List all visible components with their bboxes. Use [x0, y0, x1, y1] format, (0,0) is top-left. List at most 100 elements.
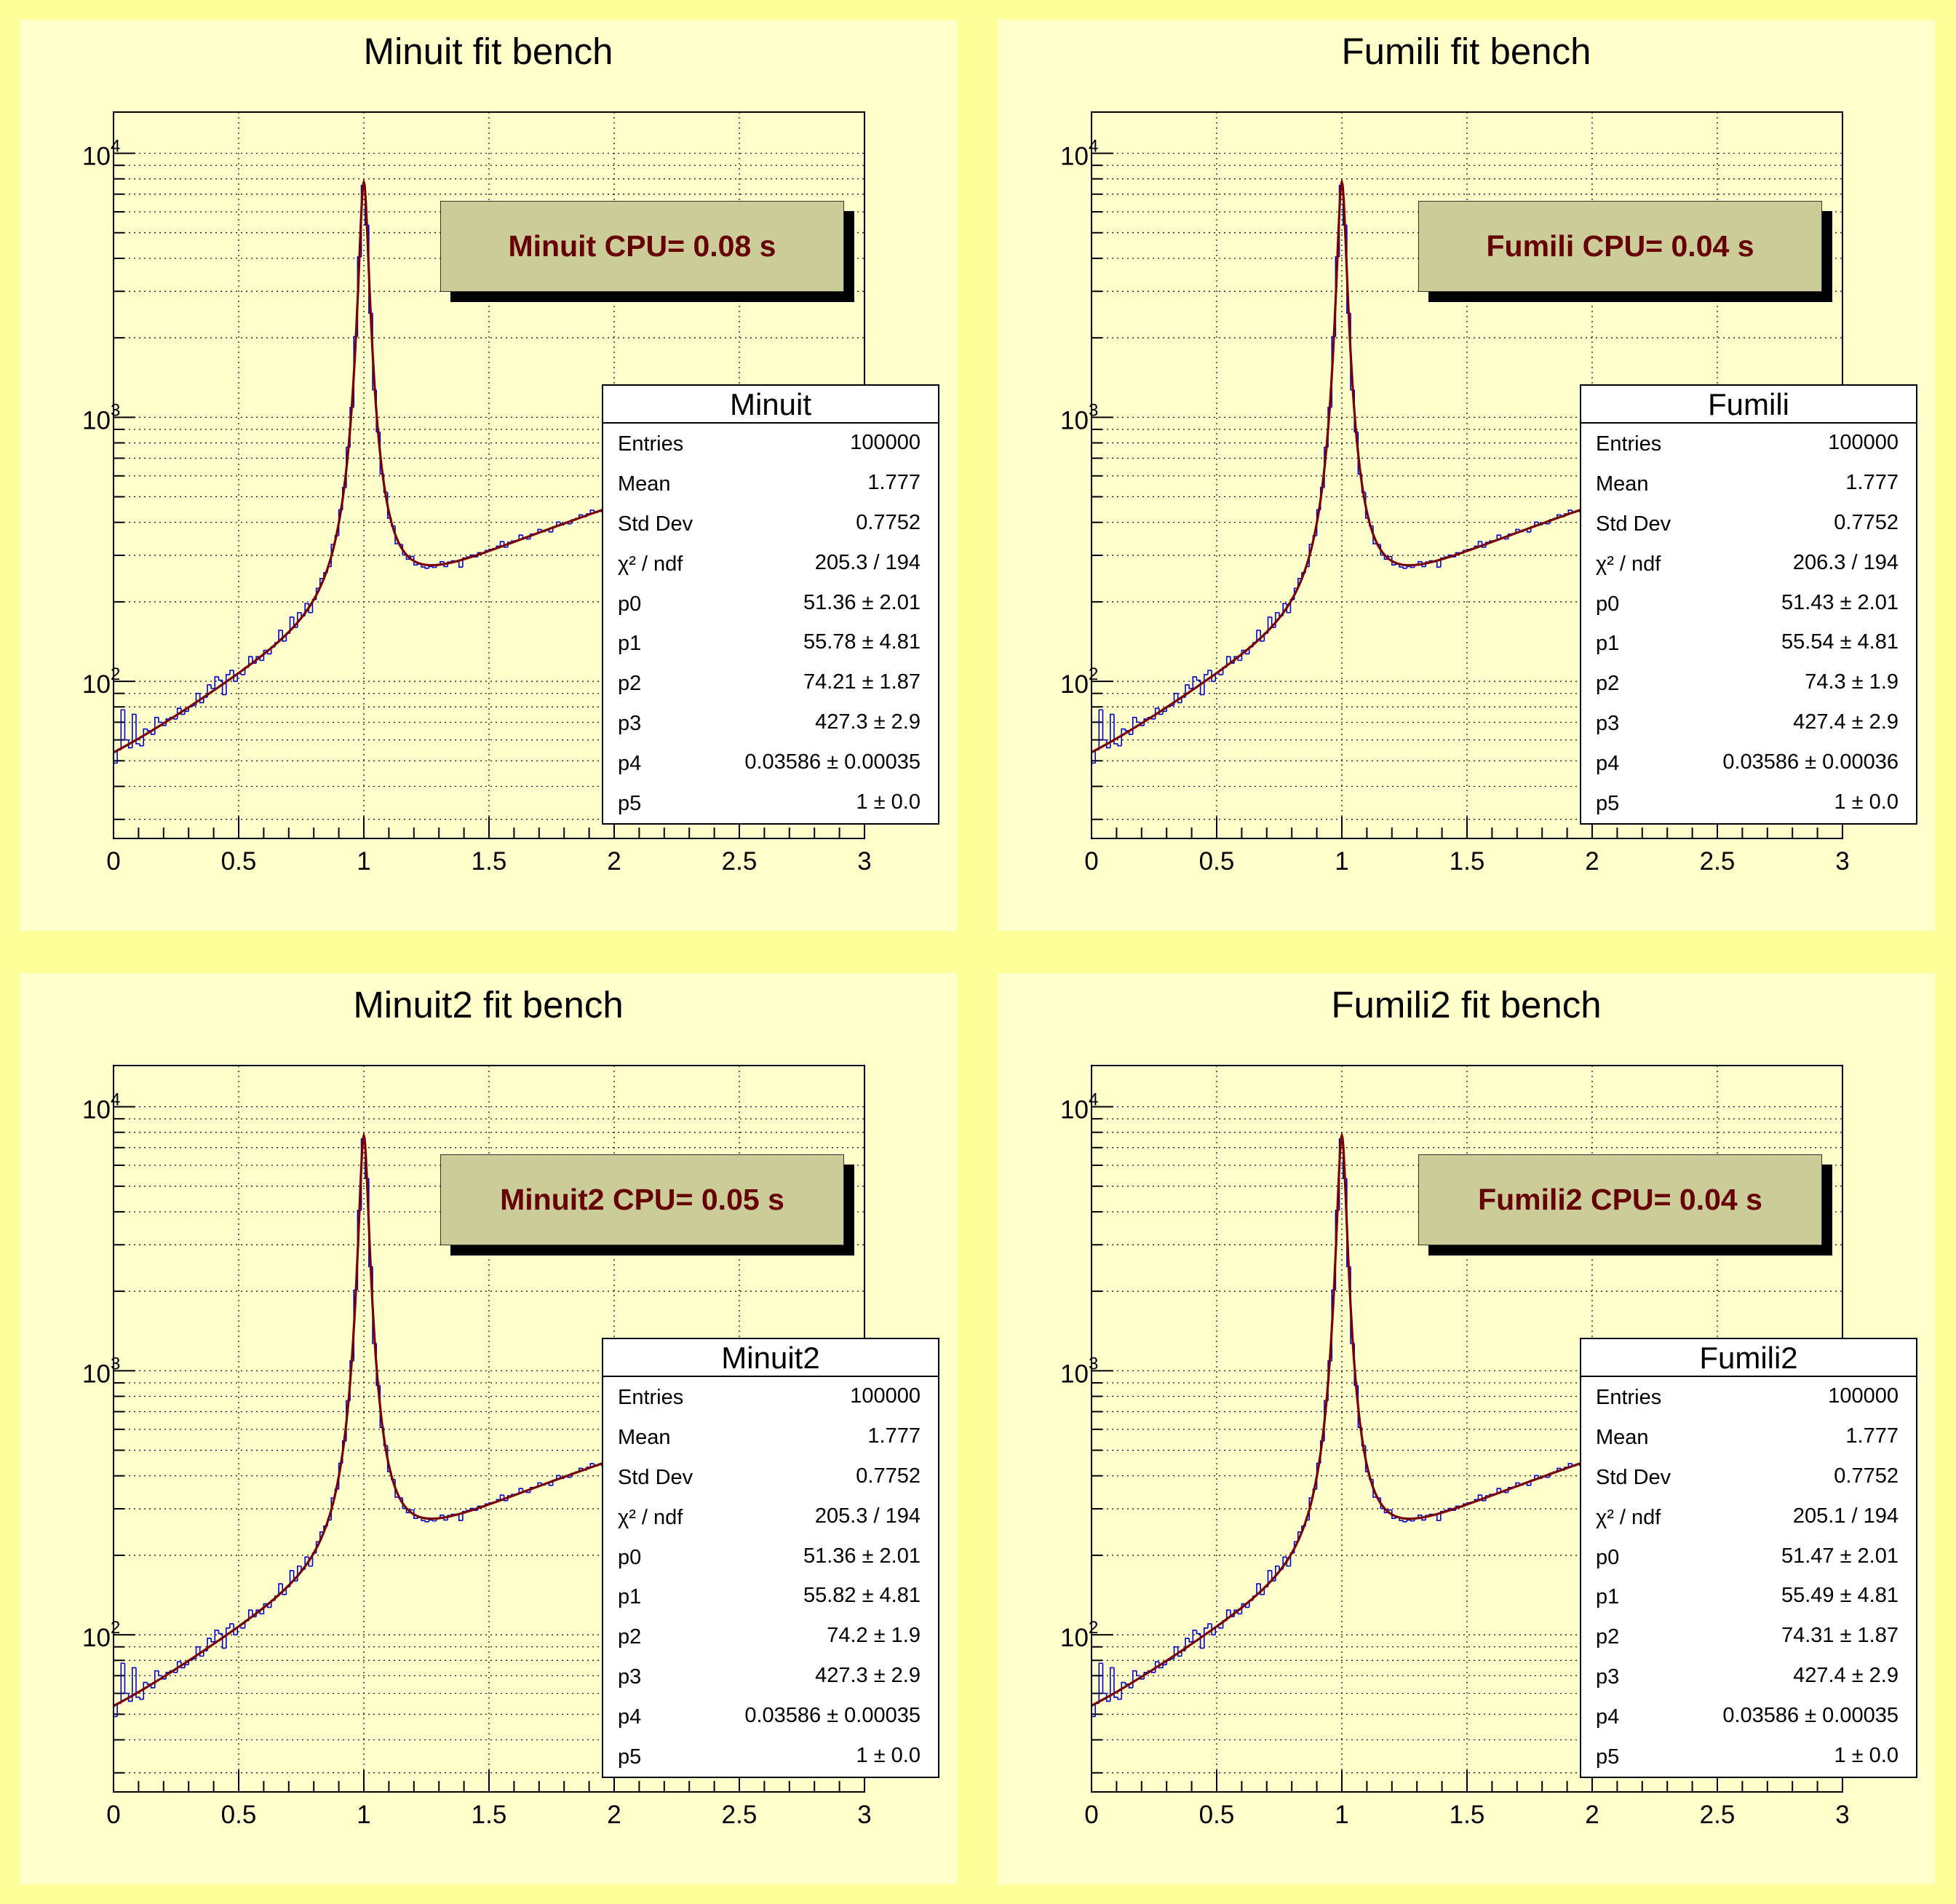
stats-label: p0 — [1596, 592, 1620, 616]
stats-row: p4 0.03586 ± 0.00036 — [1581, 743, 1916, 783]
stats-row: χ² / ndf 205.1 / 194 — [1581, 1497, 1916, 1537]
stats-row: χ² / ndf 205.3 / 194 — [603, 544, 938, 584]
stats-label: p3 — [618, 712, 642, 736]
stats-label: p5 — [1596, 792, 1620, 816]
stats-row: Entries 100000 — [603, 424, 938, 464]
histogram-bin — [1410, 566, 1415, 568]
stats-row: p2 74.3 ± 1.9 — [1581, 663, 1916, 703]
stats-label: p5 — [618, 792, 642, 816]
cpu-time-label: Fumili2 CPU= 0.04 s — [1478, 1183, 1762, 1216]
stats-label: p1 — [1596, 632, 1620, 656]
stats-label: p3 — [1596, 1665, 1620, 1689]
histogram-bin — [1196, 676, 1201, 681]
histogram-bin — [1477, 541, 1482, 547]
stats-title: Minuit — [603, 386, 938, 424]
x-tick-label: 3 — [1835, 1801, 1849, 1829]
histogram-bin — [180, 708, 186, 715]
stats-value: 206.3 / 194 — [1792, 550, 1899, 574]
stats-label: Std Dev — [618, 512, 693, 536]
cpu-time-label: Minuit CPU= 0.08 s — [508, 229, 776, 263]
y-tick-exponent: 3 — [1089, 400, 1098, 420]
histogram-bin — [1092, 1715, 1096, 1792]
stats-row: Std Dev 0.7752 — [603, 504, 938, 544]
histogram-bin — [1225, 656, 1231, 667]
cpu-time-label: Minuit2 CPU= 0.05 s — [500, 1183, 784, 1216]
stats-value: 55.78 ± 4.81 — [803, 630, 921, 654]
histogram-bin — [548, 530, 553, 533]
histogram-bin — [428, 1519, 433, 1522]
histogram-bin — [503, 1495, 508, 1502]
cpu-time-box: Minuit2 CPU= 0.05 s — [440, 1154, 844, 1245]
y-tick-label: 104 — [82, 137, 120, 171]
stats-row: Std Dev 0.7752 — [603, 1457, 938, 1497]
stats-row: p5 1 ± 0.0 — [1581, 783, 1916, 823]
histogram-bin — [1207, 670, 1212, 675]
stats-value: 0.03586 ± 0.00036 — [1722, 750, 1899, 774]
x-tick-label: 1.5 — [472, 1801, 507, 1829]
histogram-bin — [210, 684, 215, 689]
stats-value: 0.03586 ± 0.00035 — [744, 1704, 921, 1728]
stats-box: Minuit Entries 100000 Mean 1.777 Std Dev 0.775… — [602, 384, 939, 825]
histogram-bin — [289, 1570, 294, 1587]
stats-label: Mean — [618, 1425, 671, 1449]
histogram-bin — [135, 714, 140, 745]
histogram-bin — [1192, 1630, 1197, 1642]
y-tick-exponent: 3 — [111, 1354, 120, 1373]
stats-value: 74.31 ± 1.87 — [1781, 1624, 1899, 1648]
stats-value: 427.3 ± 2.9 — [815, 1664, 921, 1688]
histogram-bin — [1196, 1630, 1201, 1635]
x-tick-label: 2.5 — [1700, 1801, 1736, 1829]
histogram-bin — [1391, 556, 1396, 566]
stats-row: p0 51.47 ± 2.01 — [1581, 1537, 1916, 1577]
y-tick-label: 102 — [82, 665, 120, 699]
histogram-bin — [127, 739, 132, 749]
x-tick-label: 0 — [1084, 847, 1098, 876]
x-tick-label: 1 — [357, 847, 370, 876]
stats-label: p5 — [618, 1745, 642, 1769]
histogram-bin — [1267, 616, 1272, 634]
histogram-bin — [1436, 1515, 1441, 1521]
y-tick-label: 104 — [82, 1090, 120, 1124]
histogram-bin — [158, 1670, 163, 1677]
histogram-bin — [132, 1667, 136, 1702]
stats-row: Mean 1.777 — [1581, 464, 1916, 504]
histogram-bin — [158, 717, 163, 723]
histogram-bin — [214, 1630, 219, 1642]
x-tick-label: 1 — [1335, 1801, 1348, 1829]
y-tick-exponent: 4 — [111, 1090, 120, 1110]
stats-row: p4 0.03586 ± 0.00035 — [1581, 1697, 1916, 1737]
x-tick-label: 2 — [1585, 1801, 1599, 1829]
stats-value: 100000 — [850, 431, 921, 454]
y-tick-label: 103 — [82, 400, 120, 435]
cpu-time-label: Fumili CPU= 0.04 s — [1486, 229, 1754, 263]
stats-value: 0.03586 ± 0.00035 — [744, 750, 921, 774]
histogram-bin — [1121, 728, 1126, 746]
histogram-bin — [1402, 1520, 1407, 1523]
histogram-bin — [1481, 542, 1486, 548]
panel-minuit2: 0 0.5 1 1.5 2 2.5 3 102 103 104 Minuit2 fit bench M… — [20, 973, 957, 1884]
histogram-bin — [1188, 684, 1193, 689]
histogram-bin — [233, 1624, 238, 1635]
histogram-bin — [214, 676, 219, 689]
stats-value: 55.54 ± 4.81 — [1781, 630, 1899, 654]
histogram-bin — [1406, 1519, 1411, 1522]
histogram-bin — [499, 541, 504, 547]
histogram-bin — [1218, 673, 1223, 675]
x-tick-label: 0 — [106, 1801, 120, 1829]
histogram-bin — [120, 1662, 125, 1704]
y-tick-base: 10 — [1060, 1096, 1089, 1124]
histogram-bin — [247, 1609, 253, 1621]
stats-value: 0.7752 — [1834, 1464, 1899, 1488]
x-tick-label: 1.5 — [1450, 1801, 1485, 1829]
y-tick-base: 10 — [1060, 406, 1089, 435]
histogram-bin — [518, 1488, 523, 1494]
stats-label: p0 — [1596, 1545, 1620, 1569]
histogram-bin — [180, 1662, 186, 1669]
histogram-bin — [1207, 1623, 1212, 1628]
stats-row: Std Dev 0.7752 — [1581, 1457, 1916, 1497]
histogram-bin — [229, 670, 234, 675]
histogram-bin — [424, 567, 429, 569]
histogram-bin — [1496, 534, 1501, 541]
stats-label: Entries — [618, 1386, 684, 1409]
histogram-bin — [278, 630, 283, 643]
